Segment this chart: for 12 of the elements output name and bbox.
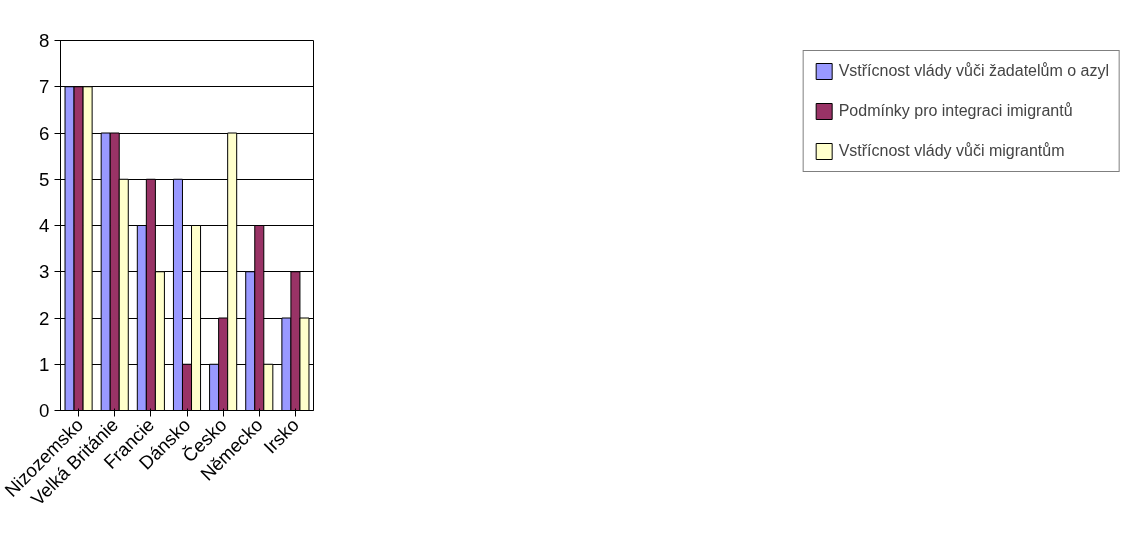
legend-label: Podmínky pro integraci imigrantů bbox=[838, 102, 1073, 120]
y-tick-label: 2 bbox=[39, 307, 50, 329]
legend-label: Vstřícnost vlády vůči migrantům bbox=[838, 142, 1065, 160]
y-tick-label: 5 bbox=[39, 168, 50, 190]
y-tick-label: 8 bbox=[39, 30, 50, 51]
y-tick-label: 0 bbox=[39, 400, 50, 421]
y-tick-label: 3 bbox=[39, 261, 50, 283]
legend-label: Vstřícnost vlády vůči žadatelům o azyl bbox=[838, 62, 1109, 80]
y-tick-label: 6 bbox=[39, 122, 50, 144]
y-tick-label: 1 bbox=[39, 353, 50, 375]
y-tick-label: 7 bbox=[39, 76, 50, 98]
y-tick-label: 4 bbox=[39, 215, 50, 236]
